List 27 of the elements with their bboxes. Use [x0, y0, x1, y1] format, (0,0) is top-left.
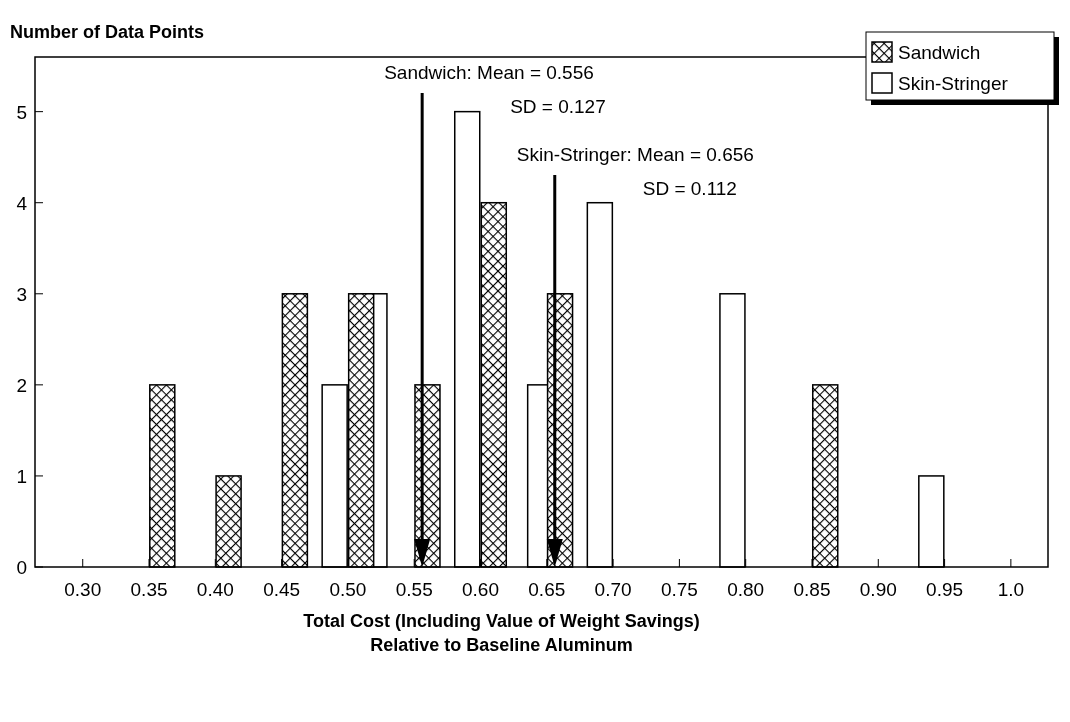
legend-label: Sandwich: [898, 42, 981, 63]
y-tick-label: 1: [16, 465, 27, 487]
x-tick-label: 0.30: [64, 579, 102, 600]
x-tick-label: 0.65: [528, 579, 566, 600]
y-tick-label: 3: [16, 283, 27, 305]
x-tick-label: 0.95: [926, 579, 964, 600]
x-axis-title: Total Cost (Including Value of Weight Savings) Relative to Baseline Aluminum: [303, 611, 700, 655]
x-tick-label: 0.50: [329, 579, 367, 600]
x-tick-label: 0.45: [263, 579, 301, 600]
ref-line-label: Sandwich: Mean = 0.556 SD = 0.127: [384, 62, 606, 117]
y-tick-label: 5: [16, 101, 27, 123]
y-axis-title: Number of Data Points: [10, 22, 205, 42]
x-tick-label: 0.70: [594, 579, 632, 600]
ref-line-label: Skin-Stringer: Mean = 0.656 SD = 0.112: [516, 144, 754, 199]
x-tick-label: 0.60: [462, 579, 499, 600]
x-tick-label: 0.80: [727, 579, 765, 600]
y-tick-label: 4: [16, 192, 28, 214]
x-tick-label: 0.55: [395, 579, 433, 600]
x-tick-label: 0.90: [859, 579, 897, 600]
x-tick-label: 1.0: [997, 579, 1025, 600]
x-tick-label: 0.85: [793, 579, 831, 600]
x-tick-label: 0.75: [660, 579, 698, 600]
x-tick-label: 0.35: [130, 579, 168, 600]
legend-label: Skin-Stringer: [898, 73, 1009, 94]
x-tick-label: 0.40: [196, 579, 234, 600]
y-tick-label: 2: [16, 374, 27, 396]
y-tick-label: 0: [16, 557, 27, 578]
